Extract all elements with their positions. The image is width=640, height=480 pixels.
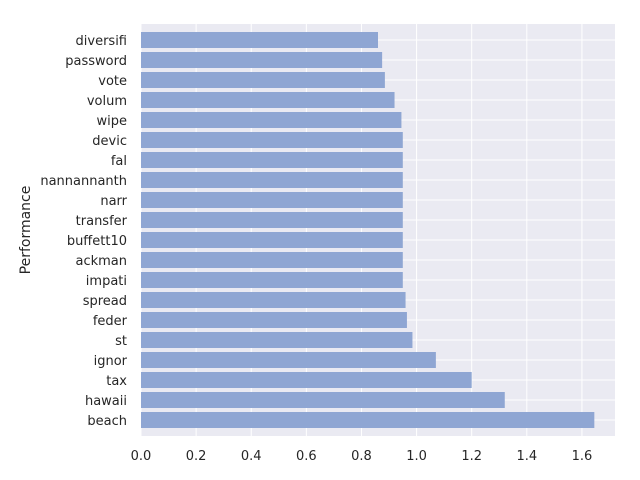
- y-tick-label: fal: [111, 154, 127, 169]
- x-tick-labels: 0.0 0.2 0.4 0.6 0.8 1.0 1.2 1.4 1.6: [131, 449, 593, 464]
- bar-tax: [141, 372, 472, 388]
- x-tick-label: 1.0: [406, 449, 427, 464]
- bar-transfer: [141, 212, 403, 228]
- x-tick-label: 0.4: [241, 449, 262, 464]
- y-tick-label: wipe: [97, 114, 128, 129]
- x-tick-label: 0.6: [296, 449, 317, 464]
- bar-narr: [141, 192, 403, 208]
- y-tick-label: ignor: [94, 354, 128, 369]
- x-tick-label: 0.8: [351, 449, 372, 464]
- y-tick-labels: beach hawaii tax ignor st feder spread impati ac…: [40, 34, 127, 429]
- x-tick-label: 0.0: [131, 449, 152, 464]
- bar-ackman: [141, 252, 403, 268]
- bar-nannannanth: [141, 172, 403, 188]
- x-tick-label: 1.2: [461, 449, 482, 464]
- bar-vote: [141, 72, 385, 88]
- x-tick-label: 1.4: [516, 449, 537, 464]
- bar-feder: [141, 312, 407, 328]
- bar-hawaii: [141, 392, 505, 408]
- bar-st: [141, 332, 413, 348]
- y-tick-label: transfer: [76, 214, 128, 229]
- bar-impati: [141, 272, 403, 288]
- bar-buffett10: [141, 232, 403, 248]
- y-tick-label: beach: [87, 414, 127, 429]
- bar-beach: [141, 412, 595, 428]
- y-tick-label: spread: [83, 294, 127, 309]
- y-tick-label: devic: [92, 134, 127, 149]
- bar-diversifi: [141, 32, 378, 48]
- y-tick-label: tax: [106, 374, 127, 389]
- bar-devic: [141, 132, 403, 148]
- y-tick-label: password: [65, 54, 127, 69]
- y-tick-label: volum: [87, 94, 127, 109]
- y-axis-label: Performance: [18, 186, 34, 275]
- y-tick-label: diversifi: [76, 34, 127, 49]
- y-tick-label: narr: [100, 194, 127, 209]
- x-tick-label: 0.2: [186, 449, 207, 464]
- bar-fal: [141, 152, 403, 168]
- y-tick-label: feder: [93, 314, 128, 329]
- bar-password: [141, 52, 383, 68]
- bar-ignor: [141, 352, 436, 368]
- bar-wipe: [141, 112, 402, 128]
- y-tick-label: nannannanth: [40, 174, 127, 189]
- y-tick-label: ackman: [75, 254, 127, 269]
- x-tick-label: 1.6: [572, 449, 593, 464]
- y-tick-label: impati: [86, 274, 127, 289]
- y-tick-label: buffett10: [67, 234, 127, 249]
- y-tick-label: st: [115, 334, 127, 349]
- bar-spread: [141, 292, 406, 308]
- bars: [141, 32, 595, 428]
- y-tick-label: hawaii: [85, 394, 127, 409]
- y-tick-label: vote: [98, 74, 127, 89]
- bar-volum: [141, 92, 395, 108]
